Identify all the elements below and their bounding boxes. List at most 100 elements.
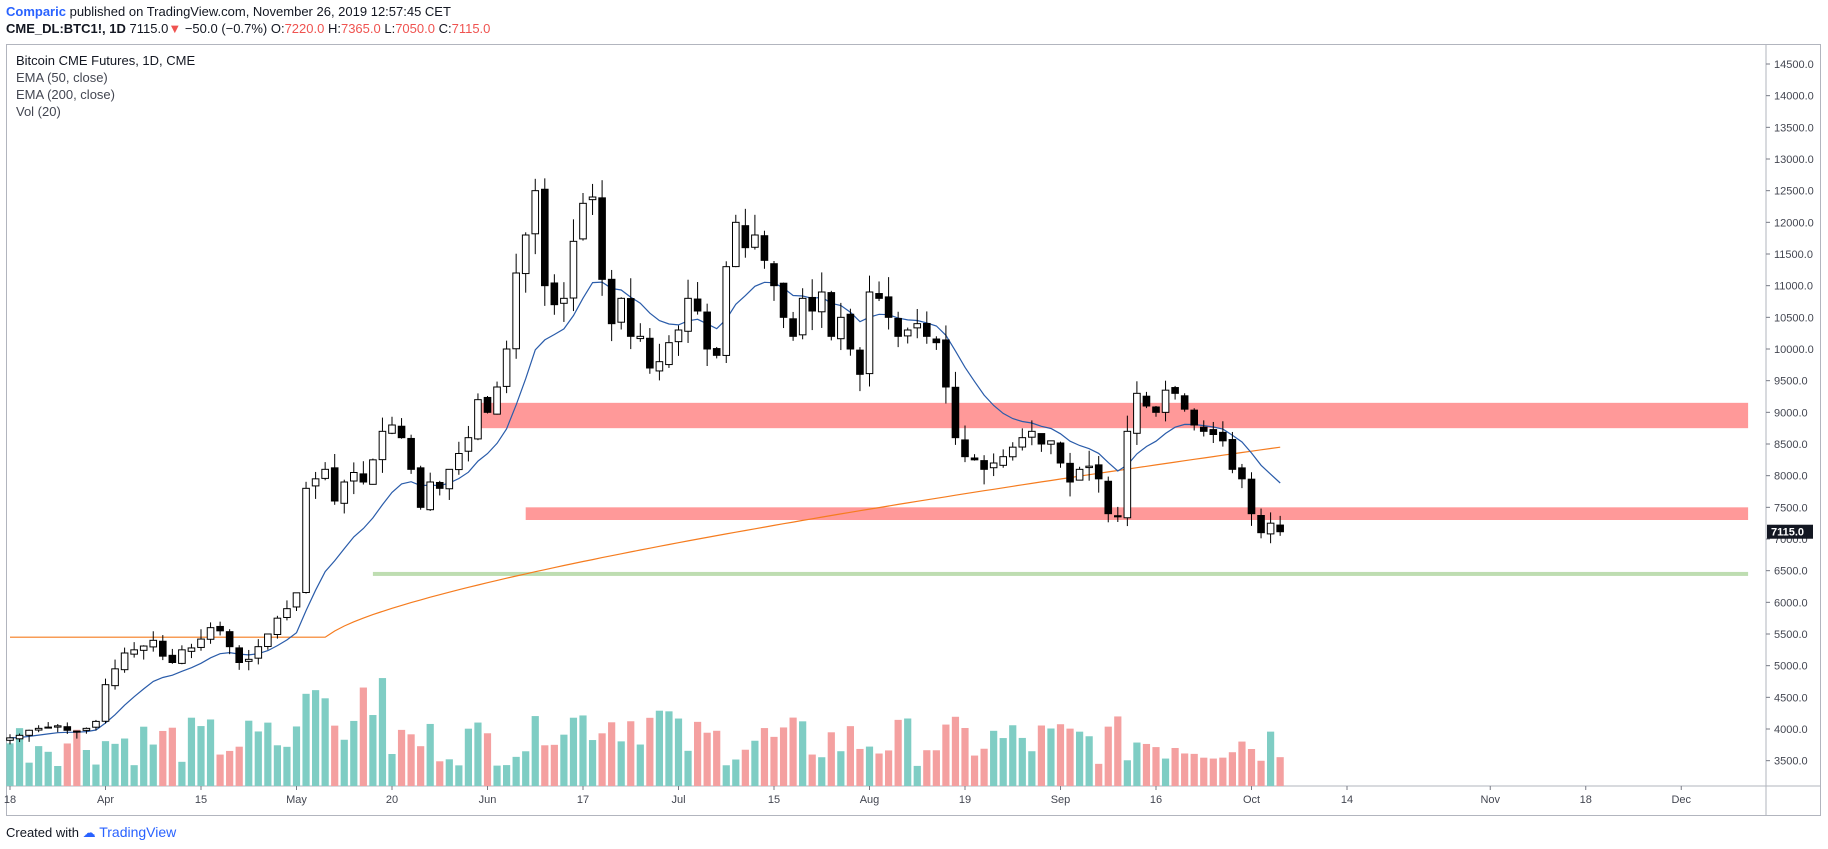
candle-body[interactable]: [712, 348, 721, 356]
candle-body[interactable]: [760, 235, 769, 261]
candle-body[interactable]: [330, 467, 339, 502]
candle-body[interactable]: [932, 338, 941, 344]
candle-body[interactable]: [1228, 439, 1237, 470]
candle-body[interactable]: [321, 468, 329, 479]
candle-body[interactable]: [693, 298, 702, 312]
candle-body[interactable]: [197, 638, 205, 648]
ema50-line[interactable]: [9, 281, 1281, 739]
candle-body[interactable]: [455, 453, 463, 471]
candle-body[interactable]: [837, 316, 845, 340]
candle-body[interactable]: [82, 727, 91, 731]
candle-body[interactable]: [1238, 467, 1246, 480]
candle-body[interactable]: [101, 684, 110, 722]
candle-body[interactable]: [1123, 430, 1132, 519]
candle-body[interactable]: [1266, 522, 1275, 535]
candle-body[interactable]: [483, 396, 492, 413]
candle-body[interactable]: [865, 291, 874, 375]
candle-body[interactable]: [560, 297, 568, 304]
candle-body[interactable]: [751, 234, 759, 248]
candle-body[interactable]: [779, 282, 788, 318]
candle-body[interactable]: [674, 329, 683, 343]
candle-body[interactable]: [1056, 442, 1065, 464]
candle-body[interactable]: [1066, 462, 1074, 483]
candle-body[interactable]: [913, 323, 922, 329]
candle-body[interactable]: [617, 297, 626, 323]
candle-body[interactable]: [378, 430, 387, 461]
candle-body[interactable]: [206, 627, 215, 640]
legend-ema50[interactable]: EMA (50, close): [16, 70, 108, 85]
candle-body[interactable]: [646, 337, 654, 369]
tradingview-link[interactable]: TradingView: [99, 824, 177, 840]
author-link[interactable]: Comparic: [6, 4, 66, 19]
candle-body[interactable]: [264, 633, 272, 647]
candle-body[interactable]: [216, 625, 224, 632]
candle-body[interactable]: [1152, 406, 1160, 413]
candle-body[interactable]: [63, 726, 72, 731]
candle-body[interactable]: [541, 188, 549, 287]
chart-frame[interactable]: [6, 44, 1821, 816]
candle-body[interactable]: [732, 221, 740, 268]
candle-body[interactable]: [665, 342, 673, 366]
resistance-zone-7400[interactable]: [525, 507, 1749, 520]
candle-body[interactable]: [34, 727, 43, 731]
candle-body[interactable]: [798, 297, 807, 336]
candle-body[interactable]: [130, 649, 138, 655]
legend-vol[interactable]: Vol (20): [16, 104, 61, 119]
candle-body[interactable]: [980, 460, 988, 470]
candle-body[interactable]: [1276, 524, 1284, 533]
candle-body[interactable]: [111, 668, 119, 687]
candle-body[interactable]: [951, 386, 960, 439]
candle-body[interactable]: [1161, 389, 1170, 413]
candle-body[interactable]: [1075, 468, 1084, 481]
candle-body[interactable]: [521, 234, 530, 275]
candle-body[interactable]: [626, 298, 635, 337]
candle-body[interactable]: [120, 652, 129, 671]
candle-body[interactable]: [426, 481, 434, 511]
candle-body[interactable]: [244, 658, 253, 662]
candle-body[interactable]: [235, 647, 243, 664]
legend-title[interactable]: Bitcoin CME Futures, 1D, CME: [16, 53, 196, 68]
candle-body[interactable]: [1037, 433, 1046, 445]
candle-body[interactable]: [139, 645, 148, 651]
candle-body[interactable]: [15, 734, 24, 740]
candle-body[interactable]: [159, 640, 167, 657]
candle-body[interactable]: [178, 649, 186, 664]
candle-body[interactable]: [703, 311, 711, 350]
candle-body[interactable]: [73, 730, 81, 733]
candle-body[interactable]: [1085, 465, 1093, 469]
candle-body[interactable]: [1114, 515, 1122, 518]
candle-body[interactable]: [817, 291, 826, 313]
candle-body[interactable]: [875, 293, 883, 299]
candle-body[interactable]: [846, 313, 855, 350]
candle-body[interactable]: [302, 487, 310, 593]
candle-body[interactable]: [808, 296, 817, 312]
candle-body[interactable]: [369, 459, 377, 485]
candle-body[interactable]: [254, 646, 263, 659]
resistance-zone-9000[interactable]: [477, 402, 1749, 429]
candle-body[interactable]: [789, 318, 797, 337]
candle-body[interactable]: [1028, 430, 1036, 438]
symbol-name[interactable]: CME_DL:BTC1!, 1D: [6, 21, 126, 36]
candle-body[interactable]: [187, 647, 196, 652]
candle-body[interactable]: [827, 292, 836, 337]
candle-body[interactable]: [607, 278, 616, 325]
candle-body[interactable]: [989, 462, 998, 469]
candle-body[interactable]: [1104, 480, 1113, 515]
candle-body[interactable]: [942, 339, 950, 388]
candle-body[interactable]: [1219, 431, 1227, 442]
candle-body[interactable]: [856, 349, 864, 375]
candle-body[interactable]: [1247, 478, 1256, 515]
candle-body[interactable]: [397, 425, 406, 439]
ema200-line[interactable]: [10, 446, 1281, 638]
candle-body[interactable]: [92, 720, 100, 728]
candle-body[interactable]: [168, 654, 177, 664]
candle-body[interactable]: [894, 317, 902, 337]
candle-body[interactable]: [53, 725, 62, 728]
candle-body[interactable]: [149, 639, 158, 648]
candle-body[interactable]: [340, 481, 349, 504]
candle-body[interactable]: [550, 282, 559, 306]
candle-body[interactable]: [588, 196, 597, 201]
candle-body[interactable]: [292, 592, 301, 608]
candle-body[interactable]: [407, 437, 415, 470]
